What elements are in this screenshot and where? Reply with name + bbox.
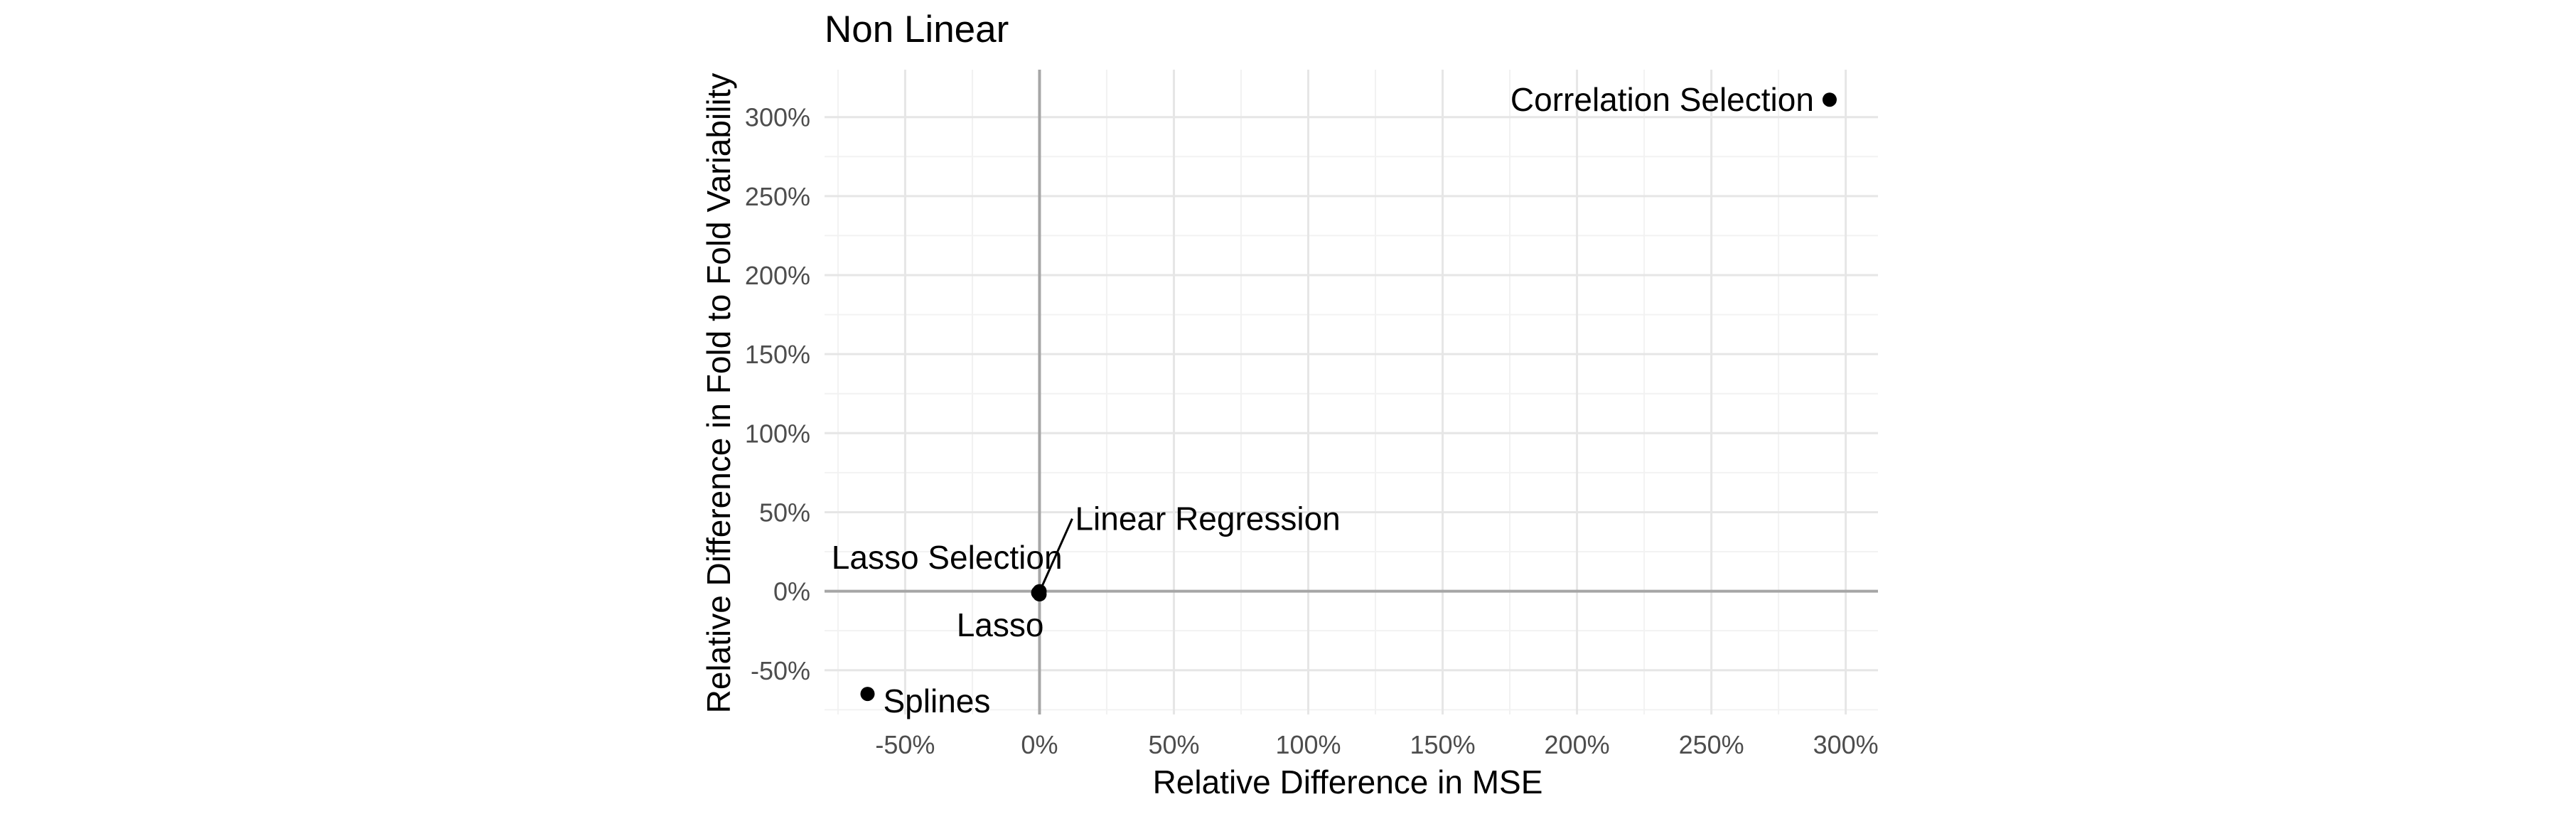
y-tick-label: 300% [745, 103, 810, 132]
x-tick-label: -50% [875, 730, 935, 759]
label-connectors [1041, 518, 1073, 587]
y-tick-label: 200% [745, 261, 810, 290]
x-tick-label: 150% [1410, 730, 1476, 759]
y-tick-label: 0% [773, 577, 810, 606]
y-tick-label: 250% [745, 182, 810, 211]
y-tick-label: -50% [751, 656, 810, 685]
chart-title: Non Linear [825, 9, 1009, 50]
grid [825, 70, 1878, 714]
x-tick-label: 50% [1148, 730, 1199, 759]
axis-ticks: -50% 0% 50% 100% 150% 200% 250% 300% -50% 0% 50% 10… [745, 103, 1879, 759]
point-labels: Correlation Selection Linear Regression La… [832, 81, 1814, 719]
y-tick-label: 100% [745, 419, 810, 448]
y-tick-label: 150% [745, 340, 810, 369]
data-point [1822, 92, 1837, 107]
data-point [1032, 587, 1047, 602]
point-label: Linear Regression [1075, 500, 1340, 537]
point-label: Lasso Selection [832, 539, 1063, 576]
x-tick-label: 300% [1813, 730, 1879, 759]
zero-reference-lines [825, 70, 1878, 714]
x-tick-label: 200% [1545, 730, 1610, 759]
y-axis-title: Relative Difference in Fold to Fold Vari… [700, 73, 737, 714]
point-label: Lasso [957, 606, 1044, 643]
y-tick-label: 50% [759, 498, 810, 527]
x-axis-title: Relative Difference in MSE [1153, 764, 1543, 800]
x-tick-label: 250% [1679, 730, 1744, 759]
x-tick-label: 0% [1021, 730, 1058, 759]
x-tick-label: 100% [1275, 730, 1341, 759]
data-point [860, 687, 875, 702]
label-connector-line [1041, 518, 1073, 587]
point-label: Splines [883, 682, 990, 719]
data-points [860, 92, 1837, 702]
point-label: Correlation Selection [1510, 81, 1814, 118]
